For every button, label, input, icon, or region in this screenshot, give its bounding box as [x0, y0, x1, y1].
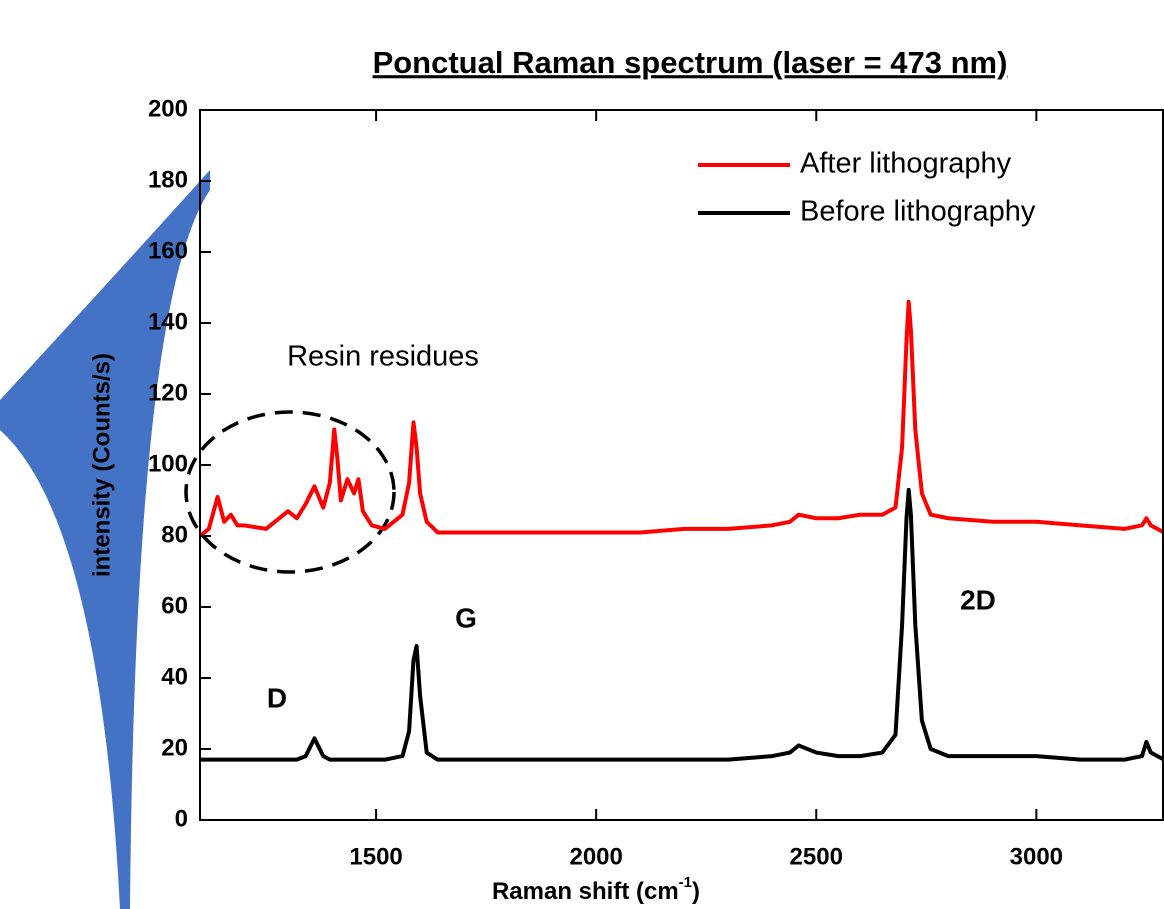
y-tick-label: 40: [161, 663, 188, 690]
annotation: 2D: [960, 584, 996, 615]
decorative-arc: [0, 170, 210, 909]
series-line: [198, 299, 1164, 538]
y-tick-label: 160: [148, 237, 188, 264]
annotation: D: [267, 682, 287, 713]
y-tick-label: 80: [161, 521, 188, 548]
y-tick-label: 20: [161, 734, 188, 761]
chart-title: Ponctual Raman spectrum (laser = 473 nm): [373, 45, 1008, 80]
legend-label: Before lithography: [800, 196, 1036, 228]
y-tick-label: 60: [161, 592, 188, 619]
x-tick-label: 2000: [569, 843, 622, 870]
y-tick-label: 200: [148, 95, 188, 122]
y-tick-label: 0: [175, 805, 188, 832]
series-line: [200, 487, 1164, 762]
y-axis-label: intensity (Counts/s): [88, 353, 115, 577]
y-tick-label: 100: [148, 450, 188, 477]
x-axis-label-text: Raman shift (cm: [492, 878, 679, 905]
x-tick-label: 3000: [1010, 843, 1063, 870]
residue-circle: [184, 410, 396, 574]
annotation: G: [455, 602, 477, 633]
x-tick-label: 2500: [790, 843, 843, 870]
x-axis-label-sup: -1: [679, 874, 692, 891]
x-axis-label: Raman shift (cm-1): [492, 874, 700, 905]
y-tick-label: 180: [148, 166, 188, 193]
y-tick-label: 120: [148, 379, 188, 406]
legend-label: After lithography: [800, 148, 1012, 180]
x-axis-label-end: ): [692, 878, 700, 905]
y-tick-label: 140: [148, 308, 188, 335]
annotation: Resin residues: [287, 341, 479, 373]
x-tick-label: 1500: [349, 843, 402, 870]
